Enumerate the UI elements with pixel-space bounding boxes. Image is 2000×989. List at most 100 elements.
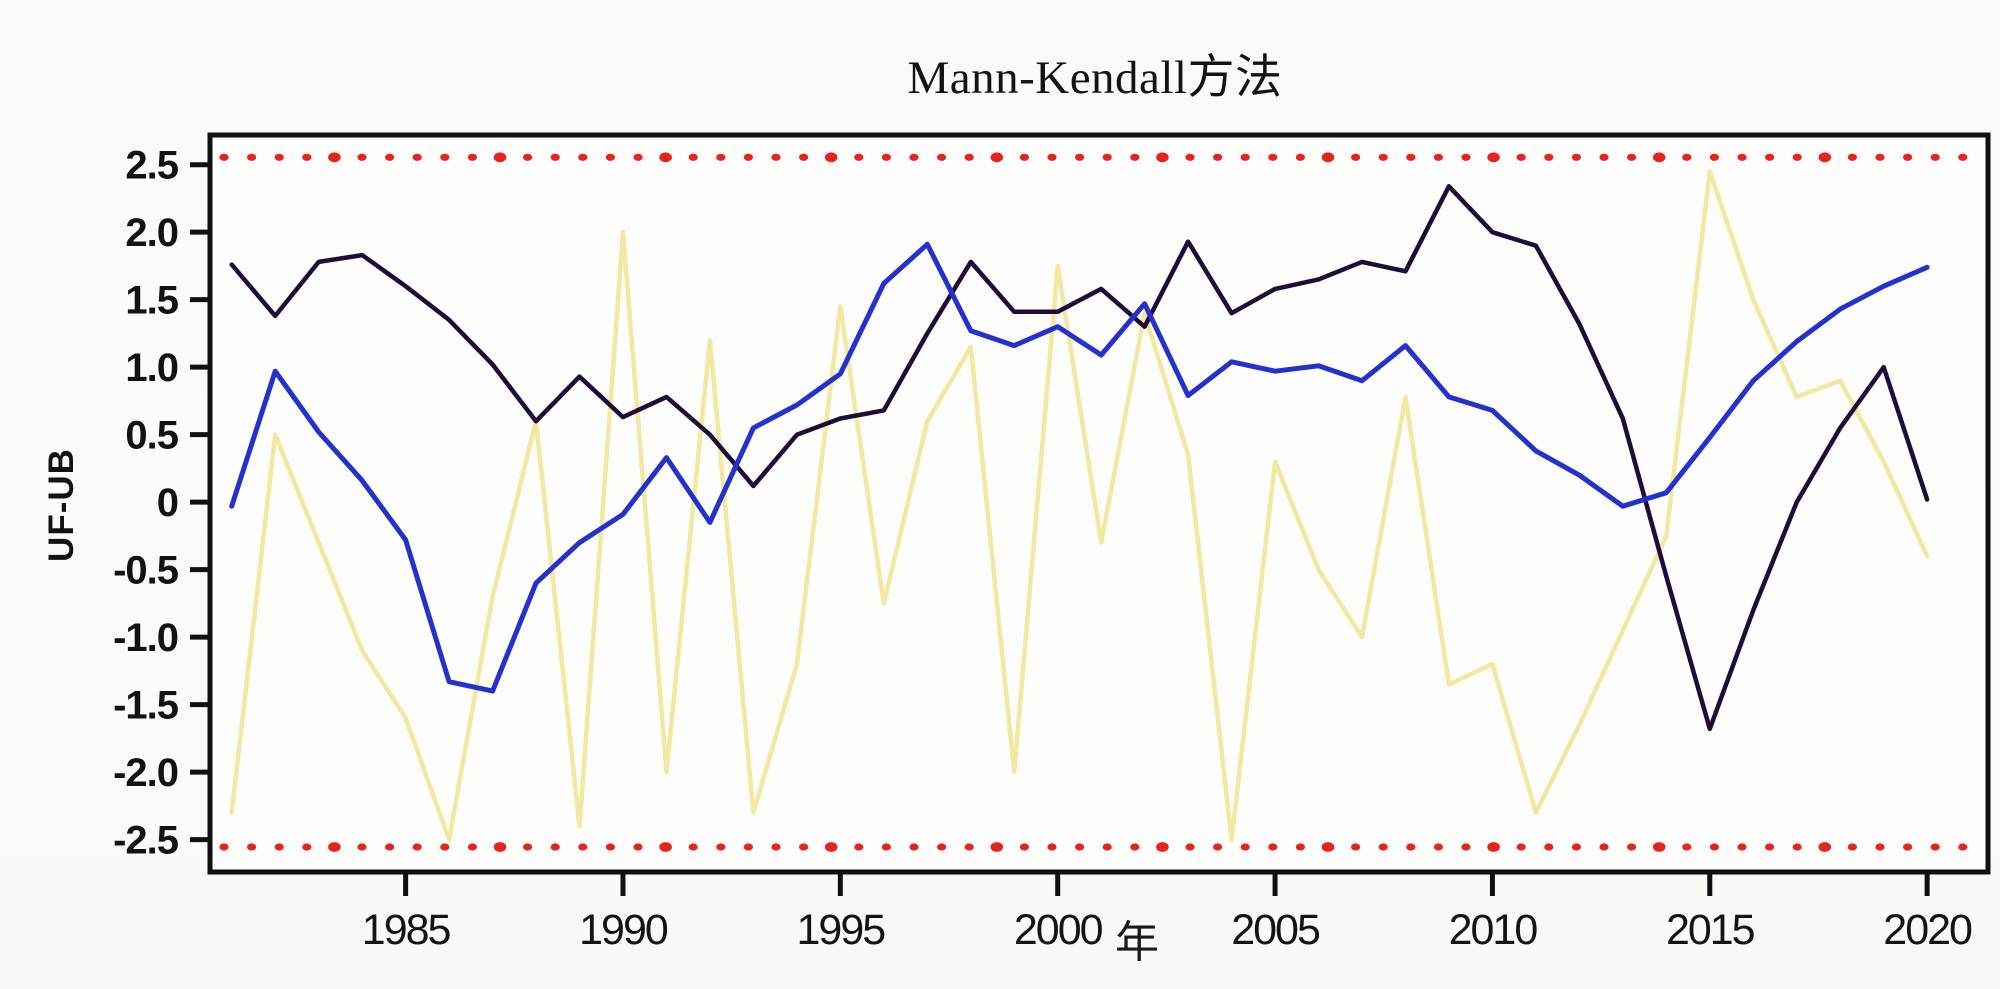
y-tick-label: 0.5 xyxy=(125,414,178,458)
y-tick-label: -1.0 xyxy=(113,616,178,660)
lower-critical-dot xyxy=(1185,843,1195,851)
upper-critical-dot xyxy=(1709,153,1719,161)
lower-critical-dot xyxy=(854,843,864,851)
upper-critical-dot xyxy=(467,153,477,161)
upper-critical-dot xyxy=(1765,153,1775,161)
plot-frame xyxy=(207,132,1991,875)
lower-critical-dot xyxy=(1627,843,1637,851)
upper-critical-dot xyxy=(1930,153,1940,161)
lower-critical-dot xyxy=(1075,843,1085,851)
lower-critical-dot xyxy=(937,843,947,851)
y-tick-label: -2.0 xyxy=(113,751,178,795)
lower-critical-dot xyxy=(440,843,450,851)
lower-critical-dot xyxy=(1652,842,1666,852)
lower-critical-dot xyxy=(1958,843,1968,851)
upper-critical-dot xyxy=(523,153,533,161)
upper-critical-dot xyxy=(1544,153,1554,161)
lower-critical-dot xyxy=(1351,843,1361,851)
lower-critical-dot xyxy=(1406,843,1416,851)
upper-critical-dot xyxy=(1102,153,1112,161)
lower-critical-dot xyxy=(1047,843,1057,851)
uf-line xyxy=(229,241,1930,694)
upper-critical-dot xyxy=(799,153,809,161)
upper-critical-dot xyxy=(1185,153,1195,161)
lower-critical-dot xyxy=(659,842,672,852)
lower-critical-dot xyxy=(1875,843,1885,851)
x-tick-label: 1990 xyxy=(579,906,668,954)
lower-critical-dot xyxy=(1903,843,1913,851)
lower-critical-dot xyxy=(493,842,507,852)
lower-critical-dot xyxy=(1240,843,1250,851)
y-tick-label: -2.5 xyxy=(113,819,179,863)
lower-critical-dot xyxy=(1295,843,1305,851)
upper-critical-dot xyxy=(1958,153,1968,161)
lower-critical-dot xyxy=(824,842,838,852)
lower-critical-dot xyxy=(302,843,312,851)
lower-critical-dot xyxy=(578,843,588,851)
upper-critical-dot xyxy=(247,153,257,161)
upper-critical-dot xyxy=(937,153,947,161)
x-tick-label: 1985 xyxy=(362,906,451,954)
plot-background xyxy=(210,135,1988,872)
upper-critical-dot xyxy=(1240,153,1250,161)
lower-critical-dot xyxy=(1544,843,1554,851)
lower-critical-dot xyxy=(1516,843,1526,851)
y-tick-label: 1.5 xyxy=(125,279,178,323)
upper-critical-dot xyxy=(1652,152,1666,163)
x-tick-label: 2010 xyxy=(1449,906,1538,954)
upper-critical-dot xyxy=(1019,153,1029,161)
upper-critical-dot xyxy=(1792,153,1802,161)
upper-critical-dot xyxy=(1321,152,1335,163)
lower-critical-dot xyxy=(357,843,367,851)
lower-critical-dot xyxy=(219,843,229,851)
upper-critical-dot xyxy=(1268,153,1278,161)
y-tick-label: 2.5 xyxy=(125,144,178,188)
upper-critical-dot xyxy=(493,152,507,163)
x-axis-title: 年 xyxy=(1115,918,1159,967)
chart-title: Mann-Kendall方法 xyxy=(907,52,1283,104)
lower-critical-dot xyxy=(633,843,643,851)
lower-critical-dot xyxy=(1792,843,1802,851)
lower-critical-dot xyxy=(771,843,781,851)
x-tick-label: 2000 xyxy=(1014,906,1103,954)
x-tick-label: 2020 xyxy=(1883,906,1972,954)
upper-critical-dot xyxy=(357,153,367,161)
upper-critical-dot xyxy=(633,153,643,161)
lower-critical-dot xyxy=(1847,843,1857,851)
lower-critical-dot xyxy=(605,843,616,851)
lower-critical-dot xyxy=(412,843,422,851)
upper-critical-dot xyxy=(990,152,1004,163)
lower-critical-dot xyxy=(1487,842,1500,852)
upper-critical-dot xyxy=(440,153,450,161)
lower-critical-dot xyxy=(1130,843,1140,851)
upper-critical-dot xyxy=(385,153,395,161)
upper-critical-dot xyxy=(881,153,892,161)
lower-critical-dot xyxy=(1268,843,1278,851)
lower-critical-dot xyxy=(1599,843,1609,851)
upper-critical-dot xyxy=(578,153,588,161)
upper-critical-dot xyxy=(824,152,838,163)
upper-critical-dot xyxy=(1818,152,1832,163)
lower-critical-dot xyxy=(1102,843,1112,851)
lower-critical-dot xyxy=(274,843,284,851)
upper-critical-dot xyxy=(1847,153,1857,161)
lower-critical-dot xyxy=(385,843,395,851)
lower-critical-dot xyxy=(799,843,809,851)
upper-critical-dot xyxy=(1516,153,1526,161)
lower-critical-dot xyxy=(964,843,974,851)
y-tick-label: -1.5 xyxy=(113,684,179,728)
y-tick-label: 0 xyxy=(157,481,178,525)
upper-critical-dot xyxy=(274,153,284,161)
upper-critical-dot xyxy=(1875,153,1885,161)
lower-critical-dot xyxy=(1321,842,1335,852)
upper-critical-dot xyxy=(605,153,616,161)
lower-critical-dot xyxy=(743,843,754,851)
lower-critical-dot xyxy=(1818,842,1832,852)
upper-critical-dot xyxy=(1213,153,1223,161)
upper-critical-dot xyxy=(1903,153,1913,161)
lower-critical-dot xyxy=(1433,843,1443,851)
lower-critical-dot xyxy=(1019,843,1029,851)
upper-critical-dot xyxy=(1047,153,1057,161)
